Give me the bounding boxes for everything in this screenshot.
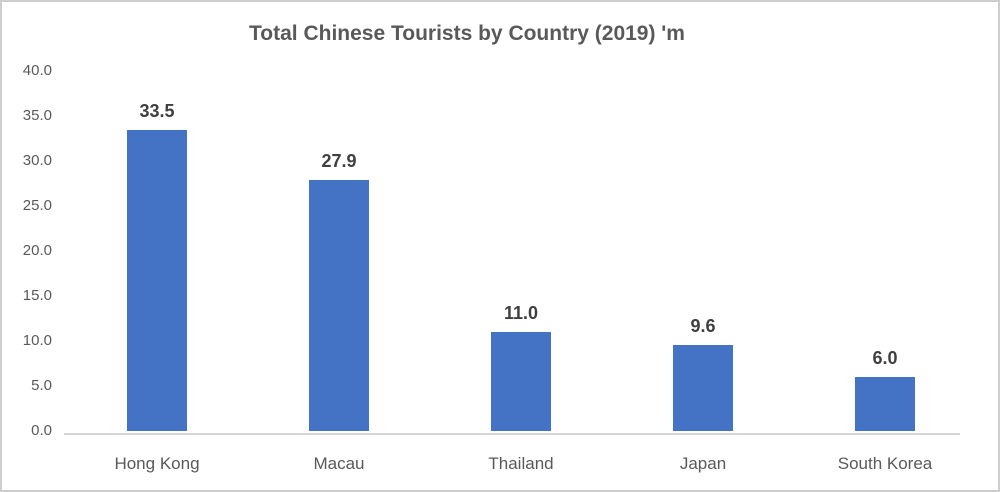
y-tick-label-25.0: 25.0 — [22, 197, 52, 214]
y-tick-label-30.0: 30.0 — [22, 152, 52, 169]
category-label-thailand: Thailand — [488, 454, 554, 473]
chart-title: Total Chinese Tourists by Country (2019)… — [249, 22, 685, 45]
data-label-macau: 27.9 — [321, 150, 357, 171]
y-tick-label-10.0: 10.0 — [22, 332, 52, 349]
y-tick-label-35.0: 35.0 — [22, 107, 52, 124]
bar-macau — [309, 179, 369, 431]
category-label-hong-kong: Hong Kong — [114, 454, 200, 473]
bar-south-korea — [855, 377, 915, 431]
y-tick-label-0.0: 0.0 — [31, 422, 52, 439]
bar-hong-kong — [127, 129, 187, 431]
y-tick-label-5.0: 5.0 — [31, 377, 52, 394]
category-label-japan: Japan — [679, 454, 727, 473]
data-label-japan: 9.6 — [690, 315, 716, 336]
y-tick-label-40.0: 40.0 — [22, 62, 52, 79]
y-tick-label-20.0: 20.0 — [22, 242, 52, 259]
bar-japan — [673, 344, 733, 431]
y-tick-label-15.0: 15.0 — [22, 287, 52, 304]
x-axis-line — [64, 433, 960, 435]
data-label-south-korea: 6.0 — [872, 348, 898, 368]
bar-thailand — [491, 332, 551, 431]
data-label-thailand: 11.0 — [503, 303, 539, 323]
category-label-macau: Macau — [313, 454, 365, 473]
data-label-hong-kong: 33.5 — [139, 100, 175, 121]
category-label-south-korea: South Korea — [837, 454, 933, 473]
